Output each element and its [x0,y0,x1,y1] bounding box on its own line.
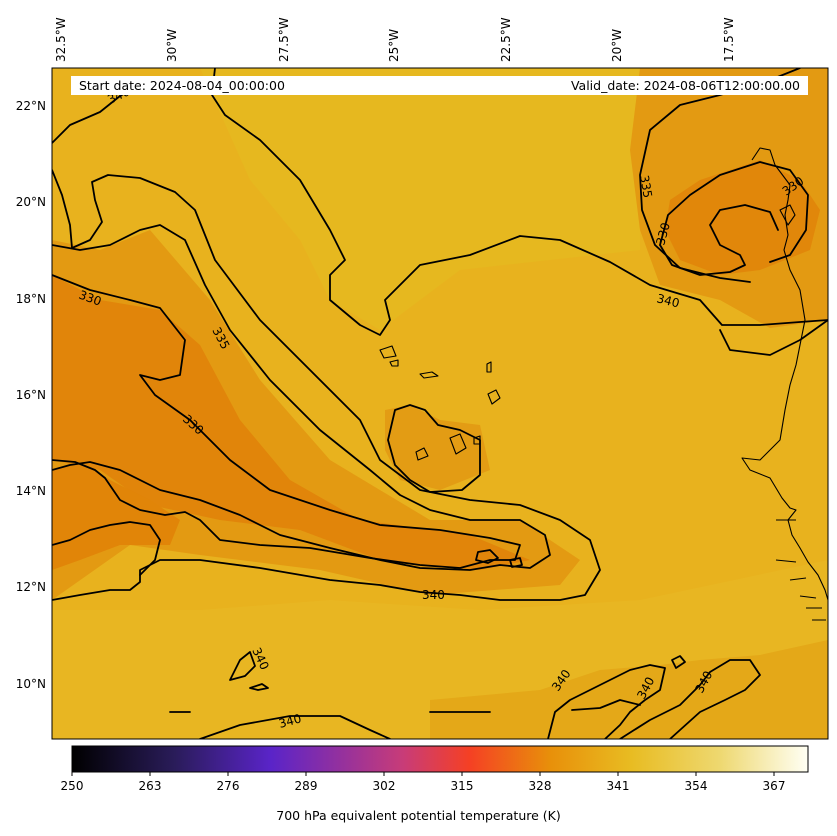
start-date-label: Start date: 2024-08-04_00:00:00 [79,78,285,93]
field-patch [52,460,180,570]
contour-340-main [52,169,601,601]
field-patch [200,68,640,330]
date-header: Start date: 2024-08-04_00:00:00 Valid_da… [71,76,808,95]
lon-label: 32.5°W [54,17,68,62]
map-frame [51,67,829,740]
coastlines [379,147,828,621]
contour-lines [52,68,828,739]
longitude-labels: 32.5°W 30°W 27.5°W 25°W 22.5°W 20°W 17.5… [54,17,736,62]
contour-330-west-south [52,521,161,576]
island [389,359,399,367]
contour-label: 340 [655,291,681,310]
contour-label: 330 [653,221,672,247]
colorbar-ticks [71,772,775,776]
colorbar-title: 700 hPa equivalent potential temperature… [276,808,561,823]
colorbar-tick-label: 263 [139,779,162,793]
contour-340-east [719,319,828,356]
colorbar-tick-labels: 250 263 276 289 302 315 328 341 354 367 [61,779,786,793]
contour-label: 340 [422,588,445,602]
lat-label: 18°N [16,292,46,306]
island [379,345,397,359]
contour-330-ne [659,161,809,263]
lon-label: 22.5°W [499,17,513,62]
contour-small [475,549,499,564]
contour-340-north [211,68,828,336]
coast-details [775,519,826,621]
africa-coastline [741,147,828,601]
field-patch [430,640,828,739]
lat-label: 20°N [16,195,46,209]
colorbar: 250 263 276 289 302 315 328 341 354 367 [61,745,809,793]
contour-label: 340 [277,711,303,730]
colorbar-tick-label: 367 [763,779,786,793]
field-patch [665,160,820,275]
contour-small [509,557,523,568]
colorbar-tick-label: 250 [61,779,84,793]
valid-date-label: Valid_date: 2024-08-06T12:00:00.00 [570,78,800,93]
contour-335-west [52,224,551,571]
island [415,447,429,461]
field-patch [52,275,530,570]
colorbar-tick-label: 315 [451,779,474,793]
colorbar-tick-label: 354 [685,779,708,793]
latitude-labels: 22°N 20°N 18°N 16°N 14°N 12°N 10°N [16,99,46,691]
lat-label: 22°N [16,99,46,113]
contour-small [571,699,641,711]
colorbar-tick-label: 341 [607,779,630,793]
lat-label: 12°N [16,580,46,594]
colorbar-tick-label: 289 [295,779,318,793]
colorbar-tick-label: 328 [529,779,552,793]
lat-label: 16°N [16,388,46,402]
lon-label: 25°W [387,29,401,62]
field-patch [385,405,490,490]
colorbar-gradient [71,745,809,773]
coast-details [779,204,796,226]
contour-label: 335 [637,174,655,199]
lon-label: 17.5°W [722,17,736,62]
contour-340-south-3 [547,664,666,739]
map-area: 340 330 335 330 335 330 330 340 340 340 … [52,68,828,739]
colorbar-tick-label: 276 [217,779,240,793]
lon-label: 30°W [165,29,179,62]
lat-label: 14°N [16,484,46,498]
contour-central [387,404,481,493]
island [487,389,501,405]
island [419,371,439,379]
lon-label: 27.5°W [277,17,291,62]
lon-label: 20°W [610,29,624,62]
island [486,361,492,373]
contour-330-west [52,274,521,569]
contour-small [249,683,269,691]
island [449,433,467,455]
colorbar-tick-label: 302 [373,779,396,793]
contour-small [671,655,686,669]
lat-label: 10°N [16,677,46,691]
contour-340-south-2 [199,715,391,739]
contour-340-south-4 [619,659,761,739]
contour-330-ne-inner [659,204,779,276]
island [473,435,481,445]
contour-340-south-1 [229,651,256,681]
